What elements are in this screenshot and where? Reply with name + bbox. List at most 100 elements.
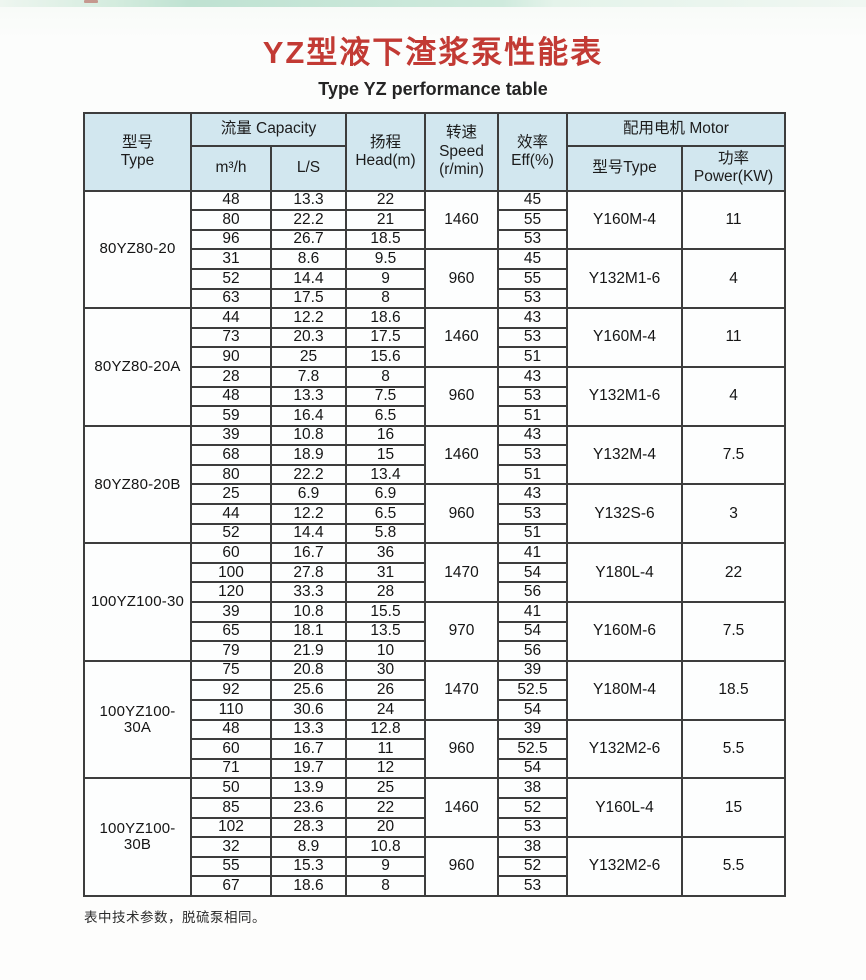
cell-capacity-ls: 19.7 — [270, 757, 347, 780]
table-row: 44 12.2 6.5 53 — [84, 503, 785, 525]
cell-speed: 1470 — [424, 659, 499, 721]
top-edge-artifact — [84, 0, 98, 3]
cell-capacity-ls: 15.3 — [270, 855, 347, 878]
cell-motor-model: Y160M-4 — [566, 307, 683, 368]
cell-capacity-ls: 17.5 — [270, 287, 347, 310]
cell-capacity-m3h: 32 — [190, 836, 272, 858]
cell-capacity-m3h: 65 — [190, 620, 272, 643]
cell-head: 36 — [345, 542, 426, 564]
performance-table: 型号 Type 流量 Capacity 扬程 Head(m) 转速 Speed … — [83, 112, 786, 897]
header-capacity-ls: L/S — [270, 145, 347, 192]
cell-capacity-ls: 20.3 — [270, 326, 347, 349]
header-motor-model: 型号Type — [566, 145, 683, 192]
cell-capacity-ls: 18.6 — [270, 875, 347, 897]
cell-capacity-m3h: 48 — [190, 385, 272, 408]
cell-head: 10.8 — [345, 836, 426, 858]
cell-capacity-ls: 33.3 — [270, 581, 347, 604]
cell-capacity-ls: 30.6 — [270, 699, 347, 721]
cell-motor-power: 5.5 — [681, 836, 786, 897]
cell-eff: 45 — [497, 248, 568, 270]
cell-head: 6.5 — [345, 503, 426, 525]
cell-capacity-ls: 23.6 — [270, 796, 347, 819]
cell-head: 11 — [345, 738, 426, 760]
cell-motor-power: 4 — [681, 248, 786, 310]
table-row: 80YZ80-20A 44 12.2 18.6 1460 43 Y160M-4 11 — [83, 307, 786, 427]
cell-head: 31 — [345, 561, 426, 584]
cell-motor-power: 5.5 — [681, 718, 786, 780]
cell-eff: 54 — [497, 620, 568, 643]
cell-motor-power: 7.5 — [681, 601, 786, 662]
header-row-2: m³/h L/S 型号Type 功率Power(KW) — [84, 145, 786, 192]
cell-head: 8 — [345, 287, 426, 310]
cell-capacity-m3h: 52 — [190, 522, 272, 545]
cell-eff: 54 — [497, 561, 568, 584]
cell-capacity-m3h: 60 — [190, 738, 272, 760]
cell-capacity-ls: 13.3 — [270, 385, 347, 408]
cell-motor-model: Y180M-4 — [566, 659, 683, 721]
cell-motor-model: Y160M-6 — [566, 601, 683, 662]
cell-capacity-ls: 22.2 — [270, 209, 347, 231]
cell-capacity-ls: 16.7 — [270, 738, 347, 760]
table-row: 79 21.9 10 56 — [84, 640, 785, 662]
table-row: 80YZ80-20 48 13.3 22 1460 45 Y160M-4 11 — [83, 189, 786, 310]
cell-motor-power: 7.5 — [681, 424, 786, 486]
table-row: 60 16.7 11 52.5 — [84, 738, 785, 760]
cell-capacity-ls: 25 — [270, 346, 347, 368]
cell-capacity-m3h: 28 — [190, 365, 272, 388]
cell-head: 30 — [345, 659, 426, 682]
cell-capacity-ls: 20.8 — [270, 659, 347, 682]
cell-eff: 51 — [497, 463, 568, 486]
header-model: 型号 Type — [83, 112, 192, 192]
cell-motor-model: Y160M-4 — [566, 189, 683, 251]
cell-capacity-m3h: 102 — [190, 816, 272, 839]
cell-head: 22 — [345, 796, 426, 819]
cell-motor-model: Y132M-4 — [566, 424, 683, 486]
table-row: 85 23.6 22 52 — [84, 796, 785, 819]
cell-capacity-m3h: 59 — [190, 405, 272, 427]
cell-eff: 53 — [497, 503, 568, 525]
table-row: 25 6.9 6.9 960 43 Y132S-6 3 — [84, 483, 786, 545]
cell-capacity-ls: 8.6 — [270, 248, 347, 270]
cell-capacity-m3h: 55 — [190, 855, 272, 878]
cell-capacity-ls: 12.2 — [270, 503, 347, 525]
table-row: 96 26.7 18.5 53 — [84, 228, 785, 251]
top-edge-strip — [0, 0, 866, 7]
table-footnote: 表中技术参数，脱硫泵相同。 — [84, 909, 266, 925]
cell-motor-power: 3 — [681, 483, 786, 545]
cell-speed: 960 — [424, 836, 499, 897]
cell-motor-power: 4 — [681, 365, 786, 427]
cell-eff: 55 — [497, 209, 568, 231]
cell-capacity-m3h: 63 — [190, 287, 272, 310]
cell-capacity-m3h: 80 — [190, 209, 272, 231]
cell-capacity-ls: 14.4 — [270, 267, 347, 290]
cell-capacity-m3h: 96 — [190, 228, 272, 251]
cell-capacity-ls: 6.9 — [270, 483, 347, 506]
cell-eff: 56 — [497, 640, 568, 662]
cell-head: 26 — [345, 679, 426, 701]
cell-pump-model: 100YZ100-30A — [83, 659, 192, 780]
cell-eff: 43 — [497, 365, 568, 388]
cell-motor-model: Y132M2-6 — [566, 718, 683, 780]
cell-head: 16 — [345, 424, 426, 447]
cell-motor-power: 18.5 — [681, 659, 786, 721]
header-row-1: 型号 Type 流量 Capacity 扬程 Head(m) 转速 Speed … — [83, 112, 786, 192]
cell-head: 7.5 — [345, 385, 426, 408]
table-row: 102 28.3 20 53 — [84, 816, 785, 839]
cell-capacity-ls: 18.1 — [270, 620, 347, 643]
header-speed: 转速 Speed (r/min) — [424, 112, 499, 192]
cell-capacity-m3h: 120 — [190, 581, 272, 604]
cell-eff: 53 — [497, 287, 568, 310]
cell-capacity-ls: 25.6 — [270, 679, 347, 701]
cell-eff: 43 — [497, 483, 568, 506]
cell-head: 28 — [345, 581, 426, 604]
cell-motor-power: 11 — [681, 307, 786, 368]
cell-capacity-ls: 21.9 — [270, 640, 347, 662]
cell-eff: 51 — [497, 346, 568, 368]
cell-pump-model: 100YZ100-30B — [83, 777, 192, 897]
table-row: 100YZ100-30A 75 20.8 30 1470 39 Y180M-4 18.5 — [83, 659, 786, 780]
cell-head: 5.8 — [345, 522, 426, 545]
cell-capacity-ls: 18.9 — [270, 444, 347, 466]
cell-pump-model: 100YZ100-30 — [83, 542, 192, 662]
cell-head: 18.5 — [345, 228, 426, 251]
